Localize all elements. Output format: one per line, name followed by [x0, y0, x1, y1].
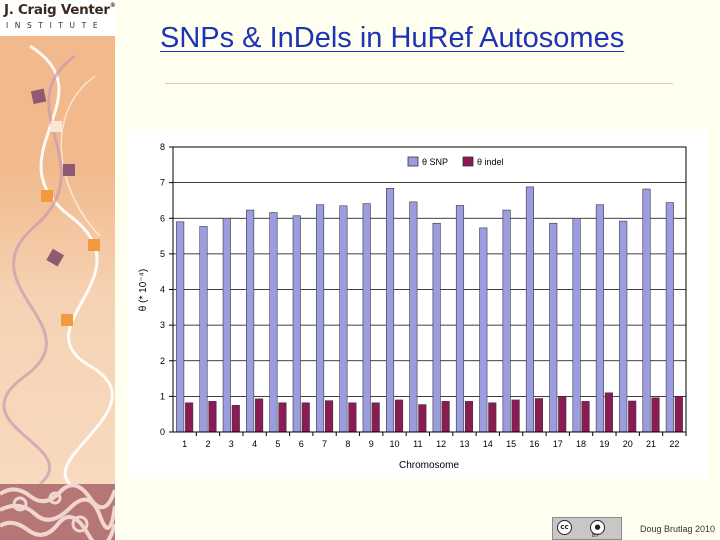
bar-indel	[255, 398, 264, 433]
legend-label-snp: θ SNP	[422, 157, 448, 167]
bar-indel	[231, 404, 240, 433]
slide-title: SNPs & InDels in HuRef Autosomes	[160, 22, 625, 54]
cc-circle-icon: cc	[557, 520, 572, 535]
bar-indel	[325, 400, 334, 433]
x-tick-label: 12	[436, 439, 446, 449]
bar-snp	[455, 205, 465, 433]
y-tick-label: 6	[160, 213, 165, 223]
x-tick-label: 19	[599, 439, 609, 449]
x-tick-label: 15	[506, 439, 516, 449]
x-tick-label: 9	[369, 439, 374, 449]
cc-by-label: BY	[592, 533, 599, 539]
x-tick-label: 11	[413, 439, 422, 449]
bar-indel	[441, 401, 450, 433]
bar-indel	[301, 402, 310, 433]
logo-institute: INSTITUTE	[6, 21, 105, 30]
y-tick-label: 2	[160, 356, 165, 366]
x-tick-label: 2	[205, 439, 210, 449]
bar-indel	[371, 402, 380, 433]
bar-snp	[385, 188, 395, 433]
y-tick-label: 5	[160, 249, 165, 259]
bar-snp	[362, 203, 371, 433]
bar-indel	[348, 402, 357, 433]
sidebar-decoration: J. Craig Venter® INSTITUTE	[0, 0, 115, 540]
bar-indel	[674, 396, 683, 433]
legend-label-indel: θ indel	[477, 157, 504, 167]
bar-snp	[199, 226, 208, 433]
x-tick-label: 3	[229, 439, 234, 449]
bar-snp	[502, 209, 511, 433]
y-tick-label: 1	[160, 391, 165, 401]
x-tick-label: 13	[459, 439, 469, 449]
bar-snp	[176, 221, 185, 433]
bar-indel	[628, 400, 637, 433]
bar-indel	[511, 399, 520, 433]
bar-snp	[665, 202, 674, 433]
y-tick-label: 8	[160, 142, 165, 152]
bar-snp	[269, 212, 278, 433]
logo-name: J. Craig Venter	[4, 2, 110, 18]
bar-indel	[534, 398, 543, 433]
x-tick-label: 14	[483, 439, 493, 449]
x-tick-label: 18	[576, 439, 586, 449]
attribution-person-icon: ●	[590, 520, 605, 535]
bar-indel	[558, 396, 567, 433]
logo: J. Craig Venter® INSTITUTE	[0, 0, 115, 36]
creative-commons-by-icon[interactable]: cc ● BY	[552, 517, 622, 540]
bar-snp	[619, 220, 628, 433]
x-tick-label: 7	[322, 439, 327, 449]
x-tick-label: 10	[390, 439, 400, 449]
x-tick-label: 17	[553, 439, 563, 449]
x-tick-label: 16	[529, 439, 539, 449]
y-tick-label: 7	[160, 178, 165, 188]
chart-panel: 0 1 2 3 4 5 6 7 8 1 2 3 4 5 6 7 8 9 10 11 12 13 14 15 16 17 18 19 20…	[128, 130, 708, 478]
legend-swatch-snp	[407, 156, 419, 167]
bar-indel	[394, 399, 404, 433]
bar-snp	[549, 222, 558, 433]
x-tick-label: 4	[252, 439, 257, 449]
bar-indel	[464, 401, 474, 433]
y-axis-label: θ (* 10⁻⁴)	[138, 269, 149, 311]
x-tick-label: 1	[182, 439, 187, 449]
bar-snp	[339, 205, 348, 433]
x-tick-label: 21	[646, 439, 656, 449]
bar-indel	[208, 401, 217, 433]
y-tick-label: 0	[160, 427, 165, 437]
bar-snp	[292, 215, 301, 433]
x-axis-label: Chromosome	[399, 460, 459, 471]
bar-snp	[572, 217, 581, 433]
x-tick-label: 20	[623, 439, 633, 449]
x-tick-label: 5	[275, 439, 280, 449]
bar-snp	[642, 188, 651, 433]
bar-snp	[409, 201, 418, 433]
bar-snp	[222, 217, 231, 433]
y-tick-label: 4	[160, 285, 165, 295]
bar-indel	[581, 401, 590, 433]
bar-indel	[185, 402, 194, 433]
bar-snp	[525, 186, 534, 433]
tissue-texture-image	[0, 484, 115, 540]
title-divider	[165, 83, 673, 84]
bar-snp	[595, 204, 604, 433]
bar-snp	[246, 209, 255, 433]
bar-snp	[479, 227, 488, 433]
x-tick-label: 6	[299, 439, 304, 449]
chart-legend: θ SNP θ indel	[407, 156, 504, 167]
legend-swatch-indel	[462, 156, 474, 167]
bar-snp	[316, 204, 325, 433]
dna-helix-illustration	[0, 36, 115, 484]
bar-snp	[432, 222, 441, 433]
logo-trademark: ®	[109, 2, 115, 9]
y-tick-label: 3	[160, 320, 165, 330]
author-credit: Doug Brutlag 2010	[640, 524, 716, 534]
bar-indel	[651, 397, 660, 433]
bar-indel	[278, 402, 287, 433]
bar-indel	[604, 392, 613, 433]
bar-indel	[418, 404, 427, 433]
bar-indel	[488, 402, 497, 433]
x-tick-label: 8	[345, 439, 350, 449]
x-tick-label: 22	[669, 439, 679, 449]
